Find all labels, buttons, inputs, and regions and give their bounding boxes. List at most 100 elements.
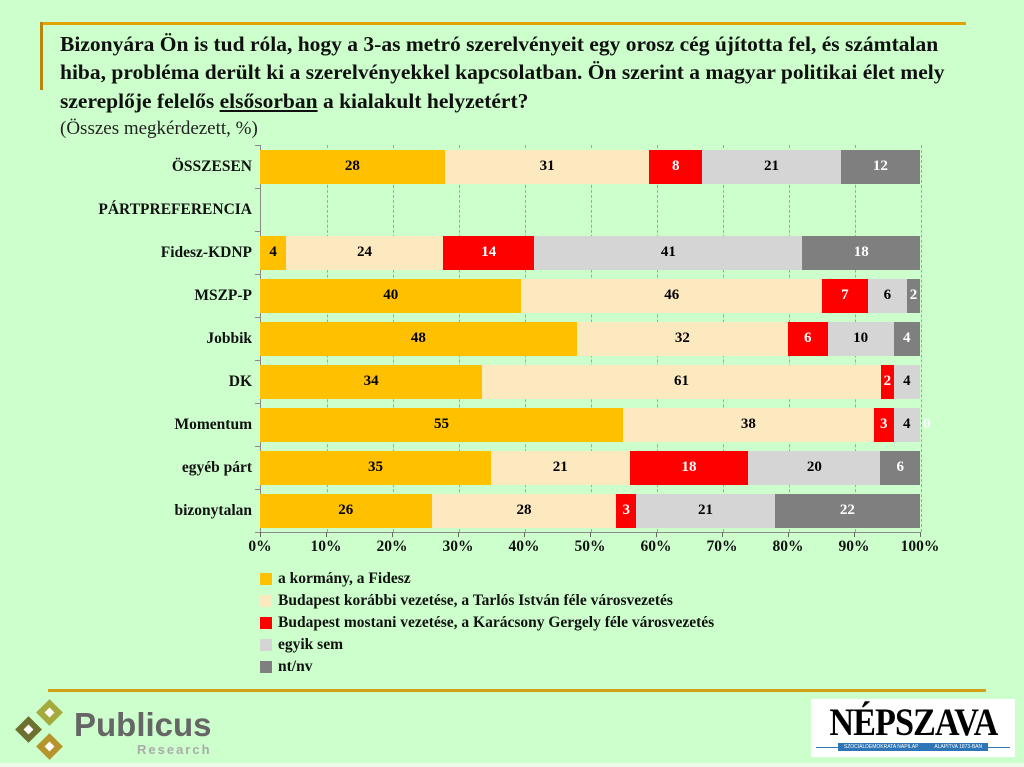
category-label: MSZP-P — [194, 286, 252, 304]
x-tick-mark — [920, 532, 921, 537]
bar-track: 35 21 18 20 6 — [260, 450, 920, 485]
legend-label: egyik sem — [278, 636, 344, 653]
bar-segment: 4 — [893, 364, 920, 399]
x-tick-mark — [656, 532, 657, 537]
category-label: bizonytalan — [174, 501, 252, 519]
legend-label: a kormány, a Fidesz — [278, 570, 411, 587]
strip-line — [816, 746, 838, 748]
chart-rows: ÖSSZESEN 28 31 8 21 12 PÁRTPREFERENCIA Fidesz-K… — [0, 145, 1024, 533]
chart-row: Fidesz-KDNP 4 24 14 41 18 — [0, 231, 1024, 274]
category-label: PÁRTPREFERENCIA — [98, 200, 252, 218]
x-tick-mark — [854, 532, 855, 537]
publicus-wordmark: Publicus Research — [74, 708, 212, 757]
category-label: DK — [228, 372, 252, 390]
bar-segment: 14 — [442, 235, 535, 270]
chart-row: PÁRTPREFERENCIA — [0, 188, 1024, 231]
publicus-logo: Publicus Research — [14, 699, 212, 760]
nepszava-name: NÉPSZAVA — [829, 699, 998, 744]
category-axis-tick — [255, 188, 261, 189]
x-tick-mark — [326, 532, 327, 537]
x-tick-mark — [788, 532, 789, 537]
category-label: ÖSSZESEN — [171, 157, 252, 175]
category-label: Jobbik — [206, 329, 252, 347]
stacked-bar-chart: ÖSSZESEN 28 31 8 21 12 PÁRTPREFERENCIA Fidesz-K… — [0, 145, 1024, 678]
bar-segment: 12 — [840, 149, 920, 184]
diamond-icon — [36, 699, 63, 726]
bar-segment: 32 — [576, 321, 788, 356]
bar-track — [260, 193, 920, 227]
title-underlined-word: elsősorban — [219, 88, 318, 113]
legend-label: Budapest korábbi vezetése, a Tarlós Istv… — [278, 592, 673, 609]
bar-segment: 34 — [260, 364, 483, 399]
x-tick-label: 0% — [248, 538, 272, 555]
bar-segment: 55 — [260, 407, 623, 442]
bar-segment: 4 — [260, 235, 287, 270]
bar-segment: 4 — [893, 407, 920, 442]
x-tick-mark — [260, 532, 261, 537]
bar-track: 48 32 6 10 4 — [260, 321, 920, 356]
nepszava-logo: NÉPSZAVA SZOCIÁLDEMOKRATA NAPILAP ALAPÍT… — [811, 699, 1015, 757]
x-tick-mark — [722, 532, 723, 537]
bar-segment: 41 — [534, 235, 803, 270]
bar-segment: 6 — [788, 321, 828, 356]
bar-segment: 18 — [802, 235, 920, 270]
title-left-rule — [40, 22, 43, 90]
category-axis-tick — [255, 532, 261, 533]
strip-line — [988, 746, 1010, 748]
bar-segment: 26 — [260, 493, 432, 528]
bar-segment: 48 — [260, 321, 577, 356]
legend-item: Budapest mostani vezetése, a Karácsony G… — [260, 612, 1024, 634]
publicus-subname: Research — [136, 742, 212, 757]
x-axis: 0% 10% 20% 30% 40% 50% 60% 70% 80% 90% 100% — [248, 532, 939, 564]
x-tick-label: 10% — [310, 538, 342, 555]
bar-track: 40 46 7 6 2 — [260, 278, 920, 313]
legend-swatch — [260, 661, 272, 673]
x-tick-label: 100% — [900, 538, 940, 555]
bar-track: 55 38 3 4 0 — [260, 407, 931, 442]
bar-segment: 3 — [616, 493, 637, 528]
diamond-icon — [36, 733, 63, 760]
x-tick-label: 80% — [772, 538, 804, 555]
title-text-1: Bizonyára Ön is tud róla, hogy a 3-as me… — [60, 32, 945, 113]
chart-row: bizonytalan 26 28 3 21 22 — [0, 489, 1024, 532]
outside-zero-label: 0 — [923, 416, 931, 432]
diamond-icon — [15, 716, 42, 743]
bar-segment: 24 — [286, 235, 443, 270]
x-tick-mark — [524, 532, 525, 537]
bar-segment: 21 — [636, 493, 775, 528]
nepszava-tagline-left: SZOCIÁLDEMOKRATA NAPILAP — [843, 744, 919, 751]
legend-item: Budapest korábbi vezetése, a Tarlós Istv… — [260, 590, 1024, 612]
bar-segment: 6 — [867, 278, 907, 313]
bar-track: 4 24 14 41 18 — [260, 235, 920, 270]
x-tick-label: 30% — [442, 538, 474, 555]
bar-segment: 40 — [260, 278, 522, 313]
chart-row: ÖSSZESEN 28 31 8 21 12 — [0, 145, 1024, 188]
bar-track: 28 31 8 21 12 — [260, 149, 920, 184]
chart-row: MSZP-P 40 46 7 6 2 — [0, 274, 1024, 317]
legend-item: a kormány, a Fidesz — [260, 568, 1024, 590]
x-tick-label: 60% — [640, 538, 672, 555]
slide-bottom-edge — [0, 763, 1024, 767]
chart-row: Jobbik 48 32 6 10 4 — [0, 317, 1024, 360]
category-label: Fidesz-KDNP — [160, 243, 252, 261]
legend-swatch — [260, 573, 272, 585]
bar-segment: 46 — [521, 278, 822, 313]
bar-segment: 38 — [623, 407, 874, 442]
x-tick-label: 40% — [508, 538, 540, 555]
bar-segment: 2 — [880, 364, 894, 399]
category-axis-tick — [255, 231, 261, 232]
legend-label: nt/nv — [278, 658, 313, 675]
legend-swatch — [260, 595, 272, 607]
chart-row: DK 34 61 2 4 — [0, 360, 1024, 403]
category-axis-tick — [255, 489, 261, 490]
page-title: Bizonyára Ön is tud róla, hogy a 3-as me… — [60, 30, 966, 115]
bar-segment: 6 — [880, 450, 920, 485]
chart-subtitle: (Összes megkérdezett, %) — [60, 118, 258, 140]
x-tick-mark — [590, 532, 591, 537]
x-tick-label: 20% — [376, 538, 408, 555]
category-label: Momentum — [174, 415, 253, 433]
nepszava-badge: SZOCIÁLDEMOKRATA NAPILAP ALAPÍTVA 1873-B… — [837, 743, 989, 752]
bar-track: 34 61 2 4 — [260, 364, 920, 399]
category-axis-tick — [255, 403, 261, 404]
